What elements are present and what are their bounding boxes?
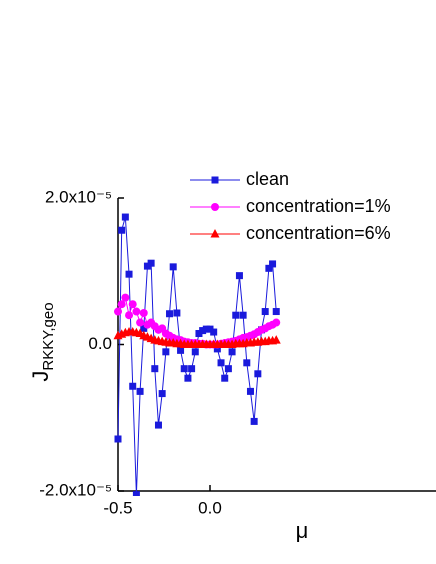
data-point bbox=[217, 359, 225, 367]
data-point bbox=[158, 390, 166, 398]
y-tick-label: 0.0 bbox=[88, 334, 112, 353]
data-point bbox=[114, 307, 122, 316]
data-point bbox=[118, 226, 126, 234]
data-point bbox=[239, 311, 247, 319]
data-point bbox=[246, 387, 254, 395]
data-point bbox=[140, 324, 148, 332]
data-point bbox=[128, 300, 137, 309]
data-point bbox=[265, 264, 273, 272]
data-point bbox=[147, 259, 155, 267]
y-tick-label: -2.0x10⁻⁵ bbox=[39, 480, 112, 499]
data-point bbox=[121, 213, 129, 221]
series-line bbox=[117, 216, 277, 495]
y-label-sub: RKKY,geo bbox=[40, 302, 57, 370]
data-point bbox=[272, 318, 281, 327]
data-point bbox=[250, 417, 258, 425]
data-point bbox=[136, 387, 144, 395]
plot-area bbox=[113, 213, 281, 496]
legend-marker bbox=[210, 229, 220, 238]
data-point bbox=[151, 365, 159, 373]
data-point bbox=[121, 293, 130, 302]
y-axis-label: JRKKY,geo bbox=[28, 302, 57, 381]
data-point bbox=[191, 348, 199, 356]
data-point bbox=[154, 421, 162, 429]
data-point bbox=[125, 270, 133, 278]
data-point bbox=[232, 311, 240, 319]
data-point bbox=[114, 435, 122, 443]
data-point bbox=[132, 307, 141, 316]
x-axis-label: μ bbox=[296, 518, 309, 543]
data-point bbox=[261, 308, 269, 316]
data-point bbox=[129, 382, 137, 390]
data-point bbox=[243, 359, 251, 367]
data-point bbox=[177, 346, 185, 354]
data-point bbox=[139, 309, 148, 318]
data-point bbox=[271, 335, 281, 344]
data-point bbox=[210, 328, 218, 336]
data-point bbox=[221, 374, 229, 382]
y-tick-label: 2.0x10⁻⁵ bbox=[45, 187, 112, 206]
data-point bbox=[162, 348, 170, 356]
data-point bbox=[188, 365, 196, 373]
legend-label: concentration=1% bbox=[246, 196, 391, 216]
data-point bbox=[166, 310, 174, 318]
legend-marker bbox=[211, 176, 219, 184]
data-point bbox=[117, 300, 126, 309]
legend-label: concentration=6% bbox=[246, 223, 391, 243]
data-point bbox=[235, 272, 243, 280]
data-point bbox=[125, 311, 134, 320]
x-tick-label: 0.0 bbox=[198, 498, 222, 517]
data-point bbox=[169, 263, 177, 271]
data-point bbox=[202, 325, 210, 333]
data-point bbox=[254, 370, 262, 378]
data-point bbox=[132, 491, 140, 496]
y-label-main: J bbox=[28, 371, 53, 382]
data-point bbox=[143, 262, 151, 270]
data-point bbox=[195, 330, 203, 338]
data-point bbox=[272, 308, 280, 316]
x-tick-label: -0.5 bbox=[103, 498, 132, 517]
data-point bbox=[269, 260, 277, 268]
legend-label: clean bbox=[246, 169, 289, 189]
data-point bbox=[180, 365, 188, 373]
data-point bbox=[206, 325, 214, 333]
data-point bbox=[224, 365, 232, 373]
data-point bbox=[184, 374, 192, 382]
data-point bbox=[199, 327, 207, 335]
legend-marker bbox=[211, 203, 219, 211]
data-point bbox=[136, 318, 145, 327]
data-point bbox=[228, 348, 236, 356]
data-point bbox=[213, 345, 221, 353]
data-point bbox=[173, 309, 181, 317]
